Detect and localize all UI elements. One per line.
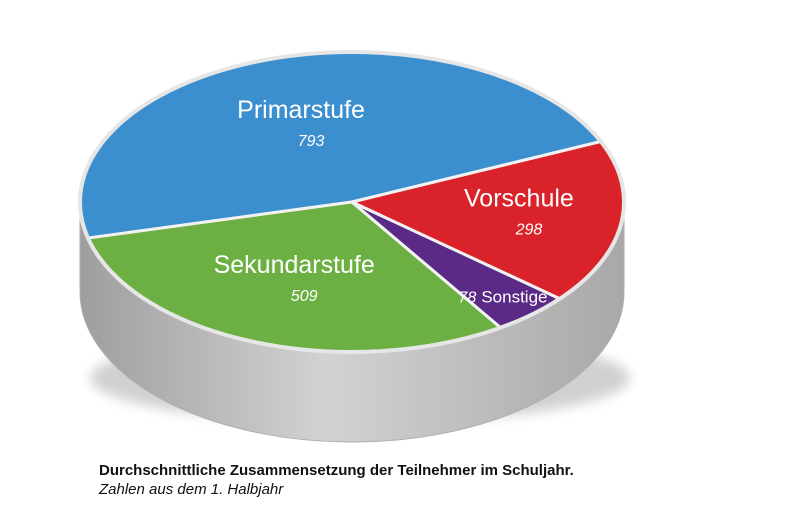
- chart-caption: Durchschnittliche Zusammensetzung der Te…: [99, 461, 779, 499]
- slice-label-sekundarstufe: Sekundarstufe: [214, 251, 375, 279]
- slice-value-primarstufe: 793: [298, 133, 325, 150]
- slice-label-sonstige: Sonstige: [481, 287, 547, 306]
- slice-value-sonstige: 78: [458, 289, 476, 306]
- slice-label-primarstufe: Primarstufe: [237, 96, 365, 124]
- slice-value-vorschule: 298: [515, 222, 543, 239]
- slice-label-vorschule: Vorschule: [464, 185, 574, 213]
- pie-chart-svg: Primarstufe 793 Sekundarstufe 509 Sonstige 78…: [78, 50, 630, 443]
- pie-chart: Primarstufe 793 Sekundarstufe 509 Sonstige 78…: [78, 50, 630, 443]
- slice-value-sekundarstufe: 509: [291, 288, 318, 305]
- chart-subtitle: Zahlen aus dem 1. Halbjahr: [99, 481, 284, 498]
- pie-rim: [78, 50, 626, 354]
- chart-title: Durchschnittliche Zusammensetzung der Te…: [99, 462, 574, 479]
